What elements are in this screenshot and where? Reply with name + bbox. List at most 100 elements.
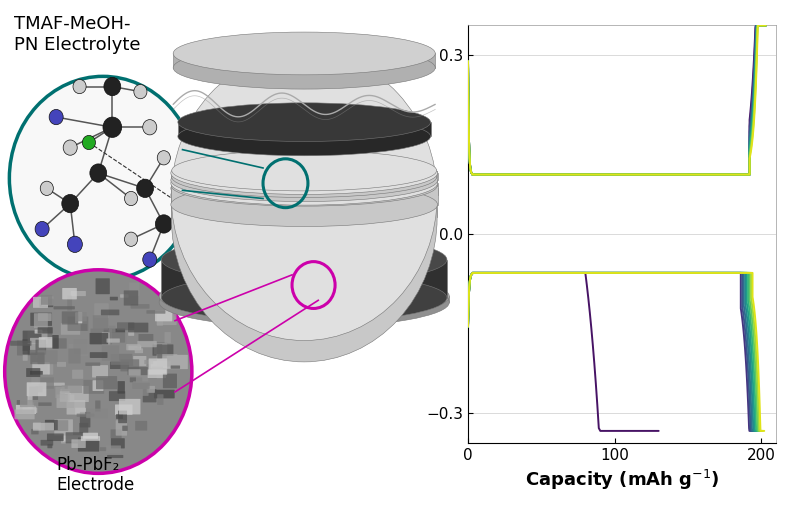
FancyBboxPatch shape — [20, 407, 38, 413]
FancyBboxPatch shape — [86, 409, 108, 418]
Ellipse shape — [159, 277, 450, 327]
FancyBboxPatch shape — [67, 317, 88, 331]
FancyBboxPatch shape — [77, 414, 94, 417]
FancyBboxPatch shape — [86, 362, 100, 366]
FancyBboxPatch shape — [27, 396, 33, 410]
Ellipse shape — [171, 159, 437, 200]
FancyBboxPatch shape — [121, 359, 139, 372]
Circle shape — [5, 270, 192, 473]
FancyBboxPatch shape — [116, 414, 123, 419]
Ellipse shape — [171, 73, 437, 362]
Text: Pb-PbF₂
Electrode: Pb-PbF₂ Electrode — [56, 456, 134, 494]
Polygon shape — [172, 171, 437, 177]
Polygon shape — [162, 260, 447, 298]
FancyBboxPatch shape — [129, 369, 141, 376]
FancyBboxPatch shape — [117, 322, 134, 330]
FancyBboxPatch shape — [22, 339, 38, 355]
Polygon shape — [178, 122, 430, 136]
FancyBboxPatch shape — [39, 299, 53, 307]
FancyBboxPatch shape — [128, 328, 134, 336]
FancyBboxPatch shape — [90, 333, 108, 344]
FancyBboxPatch shape — [22, 351, 28, 361]
Ellipse shape — [173, 32, 435, 75]
FancyBboxPatch shape — [157, 354, 178, 366]
FancyBboxPatch shape — [135, 421, 147, 431]
FancyBboxPatch shape — [57, 394, 74, 408]
Circle shape — [155, 215, 172, 233]
FancyBboxPatch shape — [149, 358, 167, 375]
FancyBboxPatch shape — [38, 337, 53, 348]
Ellipse shape — [171, 175, 438, 215]
FancyBboxPatch shape — [47, 444, 52, 448]
Circle shape — [134, 84, 147, 99]
FancyBboxPatch shape — [34, 313, 48, 328]
Circle shape — [103, 117, 122, 137]
FancyBboxPatch shape — [80, 412, 90, 428]
FancyBboxPatch shape — [74, 339, 87, 355]
FancyBboxPatch shape — [144, 360, 153, 364]
Polygon shape — [171, 183, 438, 205]
FancyBboxPatch shape — [83, 380, 104, 394]
Circle shape — [82, 135, 95, 150]
FancyBboxPatch shape — [111, 332, 126, 343]
FancyBboxPatch shape — [157, 344, 162, 359]
FancyBboxPatch shape — [151, 366, 163, 370]
Ellipse shape — [171, 51, 437, 341]
FancyBboxPatch shape — [101, 309, 119, 315]
FancyBboxPatch shape — [126, 344, 140, 350]
FancyBboxPatch shape — [165, 332, 171, 343]
FancyBboxPatch shape — [134, 348, 143, 353]
FancyBboxPatch shape — [157, 321, 163, 326]
FancyBboxPatch shape — [154, 344, 167, 354]
Circle shape — [73, 79, 86, 94]
Ellipse shape — [162, 235, 447, 284]
FancyBboxPatch shape — [30, 353, 45, 364]
FancyBboxPatch shape — [104, 328, 125, 343]
FancyBboxPatch shape — [58, 420, 68, 431]
FancyBboxPatch shape — [63, 435, 83, 442]
FancyBboxPatch shape — [10, 341, 31, 346]
FancyBboxPatch shape — [57, 362, 66, 367]
FancyBboxPatch shape — [68, 386, 89, 402]
FancyBboxPatch shape — [93, 380, 103, 391]
FancyBboxPatch shape — [124, 291, 138, 305]
FancyBboxPatch shape — [130, 377, 142, 382]
FancyBboxPatch shape — [79, 423, 88, 433]
FancyBboxPatch shape — [75, 312, 86, 321]
Circle shape — [158, 151, 170, 165]
FancyBboxPatch shape — [157, 312, 177, 325]
FancyBboxPatch shape — [32, 362, 50, 375]
FancyBboxPatch shape — [81, 324, 87, 331]
FancyBboxPatch shape — [75, 408, 86, 414]
FancyBboxPatch shape — [120, 294, 129, 298]
FancyBboxPatch shape — [95, 278, 110, 294]
Ellipse shape — [171, 168, 438, 209]
FancyBboxPatch shape — [66, 400, 86, 414]
FancyBboxPatch shape — [93, 315, 108, 330]
Circle shape — [62, 194, 78, 213]
FancyBboxPatch shape — [45, 383, 65, 386]
FancyBboxPatch shape — [41, 422, 54, 431]
FancyBboxPatch shape — [170, 365, 180, 369]
FancyBboxPatch shape — [90, 352, 107, 358]
FancyBboxPatch shape — [71, 439, 86, 448]
FancyBboxPatch shape — [153, 347, 159, 354]
Circle shape — [125, 191, 138, 206]
FancyBboxPatch shape — [45, 420, 58, 431]
FancyBboxPatch shape — [118, 381, 125, 393]
FancyBboxPatch shape — [138, 341, 157, 347]
FancyBboxPatch shape — [128, 346, 142, 350]
FancyBboxPatch shape — [16, 405, 36, 414]
FancyBboxPatch shape — [53, 338, 66, 349]
Circle shape — [63, 140, 78, 155]
FancyBboxPatch shape — [30, 371, 43, 375]
Circle shape — [40, 181, 54, 195]
Polygon shape — [159, 296, 450, 302]
FancyBboxPatch shape — [128, 323, 148, 332]
FancyBboxPatch shape — [31, 377, 40, 384]
FancyBboxPatch shape — [81, 436, 100, 441]
Polygon shape — [171, 179, 437, 186]
FancyBboxPatch shape — [122, 426, 128, 431]
FancyBboxPatch shape — [55, 387, 65, 398]
FancyBboxPatch shape — [26, 368, 40, 377]
